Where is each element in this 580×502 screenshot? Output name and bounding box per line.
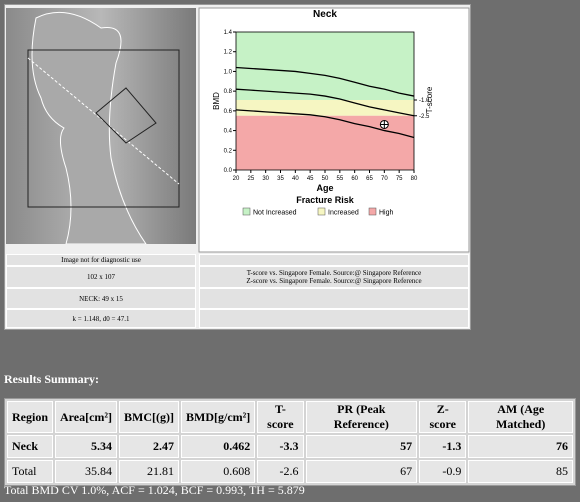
x-tick-label: 20: [233, 176, 240, 182]
x-tick-label: 35: [277, 176, 284, 182]
info-text: 102 x 107: [87, 273, 115, 281]
info-cell: k = 1.148, d0 = 47.1: [6, 309, 196, 328]
y-tick-label: 1.4: [224, 30, 233, 36]
y-tick-label: 0.0: [224, 168, 233, 174]
data-cell: 2.47: [119, 435, 179, 458]
data-cell: 5.34: [55, 435, 118, 458]
data-cell: Neck: [7, 435, 53, 458]
footer: Total BMD CV 1.0%, ACF = 1.024, BCF = 0.…: [4, 483, 305, 497]
x-axis-title: Age: [316, 183, 333, 193]
x-tick-label: 40: [292, 176, 299, 182]
header-cell: T-score: [257, 401, 304, 433]
data-cell: 76: [468, 435, 573, 458]
header-cell: Area[cm²]: [55, 401, 118, 433]
header-cell: BMC[(g)]: [119, 401, 179, 433]
data-cell: 85: [468, 460, 573, 483]
header-row: Region Area[cm²] BMC[(g)] BMD[g/cm²] T-score…: [7, 401, 573, 433]
data-cell: Total: [7, 460, 53, 483]
header-cell: AM (Age Matched): [468, 401, 573, 433]
info-text: k = 1.148, d0 = 47.1: [72, 314, 130, 323]
x-tick-label: 80: [411, 176, 418, 182]
patient-cross: [380, 120, 389, 129]
data-cell: -1.3: [419, 435, 467, 458]
y2-tick-label: -1.0: [419, 98, 430, 104]
results-title: Results Summary:: [4, 372, 99, 386]
y-tick-label: 1.2: [224, 50, 233, 56]
legend-title: Fracture Risk: [296, 195, 355, 205]
reference-text: T-score vs. Singapore Female. Source:@ S…: [246, 269, 422, 277]
y2-tick-label: -2.5: [419, 114, 430, 120]
info-cell: 102 x 107: [6, 266, 196, 288]
y-tick-label: 0.4: [224, 129, 233, 135]
chart: Neck BMD T-score Age Fracture Risk 0.0 0.…: [198, 7, 470, 253]
x-tick-label: 50: [322, 176, 329, 182]
x-tick-label: 45: [307, 176, 314, 182]
header-cell: Region: [7, 401, 53, 433]
y-tick-label: 0.2: [224, 148, 233, 154]
legend-swatch: [368, 207, 377, 216]
notice: Image not for diagnostic use: [61, 256, 141, 264]
y-tick-label: 0.8: [224, 89, 233, 95]
data-cell: 57: [305, 435, 418, 458]
patient-point: [379, 119, 389, 129]
data-row: Neck 5.34 2.47 0.462 -3.3 57 -1.3 76: [7, 435, 573, 458]
x-tick-label: 70: [381, 176, 388, 182]
data-cell: 21.81: [119, 460, 179, 483]
info-text: NECK: 49 x 15: [79, 294, 123, 303]
info-cell: NECK: 49 x 15: [6, 288, 196, 309]
data-cell: 67: [305, 460, 418, 483]
data-cell: 35.84: [55, 460, 118, 483]
reference-curve: [235, 88, 415, 117]
data-cell: -3.3: [257, 435, 304, 458]
results-box: Region Area[cm²] BMC[(g)] BMD[g/cm²] T-score…: [4, 398, 576, 486]
reference-curve: [235, 109, 415, 139]
header-cell: Z-score: [419, 401, 467, 433]
y2-axis-title: T-score: [425, 86, 434, 113]
y-tick-label: 1.0: [224, 69, 233, 75]
header-cell: BMD[g/cm²]: [181, 401, 256, 433]
legend-swatch: [242, 207, 251, 216]
risk-band: [236, 100, 414, 116]
x-tick-label: 60: [351, 176, 358, 182]
legend-label: Increased: [328, 210, 359, 217]
legend-swatch: [317, 207, 326, 216]
y-tick-label: 0.6: [224, 109, 233, 115]
data-cell: 0.462: [181, 435, 256, 458]
y-axis-title: BMD: [212, 92, 221, 110]
x-tick-label: 25: [247, 176, 254, 182]
info-cell: [199, 288, 469, 309]
reference-cell: T-score vs. Singapore Female. Source:@ S…: [199, 266, 469, 288]
x-tick-label: 75: [396, 176, 403, 182]
scan-image: [6, 8, 196, 244]
legend-label: High: [379, 210, 394, 217]
header-cell: PR (Peak Reference): [305, 401, 418, 433]
data-cell: -0.9: [419, 460, 467, 483]
x-tick-label: 65: [366, 176, 373, 182]
info-cell: [199, 254, 469, 266]
legend-label: Not Increased: [253, 210, 297, 217]
results-table: Region Area[cm²] BMC[(g)] BMD[g/cm²] T-score…: [5, 399, 575, 485]
x-tick-label: 30: [262, 176, 269, 182]
data-cell: -2.6: [257, 460, 304, 483]
reference-text: Z-score vs. Singapore Female. Source:@ S…: [246, 277, 422, 285]
data-cell: 0.608: [181, 460, 256, 483]
notice-cell: Image not for diagnostic use: [6, 254, 196, 266]
x-tick-label: 55: [336, 176, 343, 182]
data-row: Total 35.84 21.81 0.608 -2.6 67 -0.9 85: [7, 460, 573, 483]
chart-title: Neck: [313, 9, 337, 20]
reference-curve: [235, 66, 415, 97]
info-cell: [199, 309, 469, 328]
